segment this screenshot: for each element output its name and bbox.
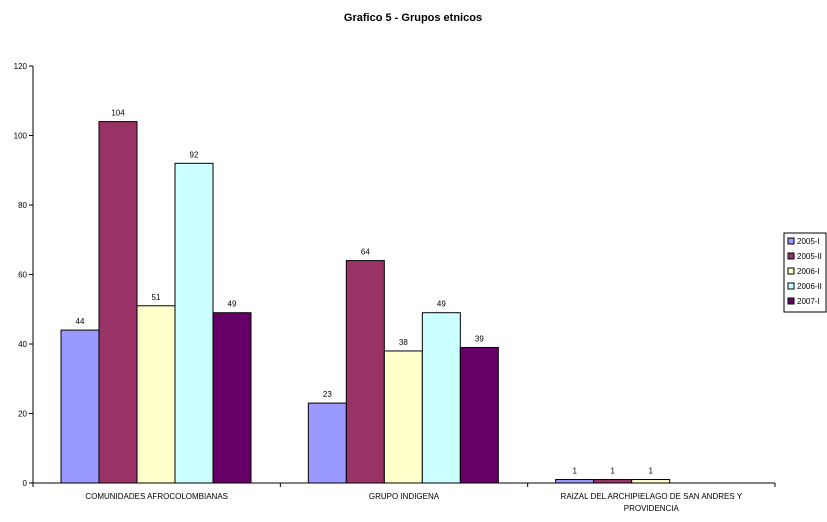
- chart-title: Grafico 5 - Grupos etnicos: [344, 12, 482, 24]
- data-label: 1: [610, 467, 615, 476]
- y-tick-label: 20: [18, 410, 27, 419]
- legend-swatch: [787, 282, 795, 290]
- plot-area: 0 20 40 60 80 100 120 COMUNIDADES AFROCOLOMBIAN…: [14, 62, 776, 513]
- legend-label: 2006-I: [797, 267, 820, 276]
- bar-2005-i: [555, 479, 595, 484]
- bar-2005-ii: [593, 479, 633, 484]
- legend-swatch: [787, 252, 795, 260]
- legend-swatch: [787, 297, 795, 305]
- y-tick-label: 100: [14, 132, 28, 141]
- bar-2007-i: [212, 312, 252, 484]
- data-label: 1: [572, 467, 577, 476]
- data-label: 51: [152, 293, 161, 302]
- category-label: COMUNIDADES AFROCOLOMBIANAS: [85, 492, 228, 501]
- bar-2007-i: [459, 346, 499, 484]
- data-label: 49: [228, 300, 237, 309]
- data-label: 104: [111, 109, 125, 118]
- bar-2005-ii: [98, 121, 138, 484]
- data-label: 38: [399, 338, 408, 347]
- data-label: 64: [361, 248, 370, 257]
- legend-label: 2007-I: [797, 297, 820, 306]
- y-tick-label: 0: [23, 479, 28, 488]
- data-label: 49: [437, 300, 446, 309]
- y-tick-label: 80: [18, 201, 27, 210]
- y-tick-label: 40: [18, 340, 27, 349]
- data-label: 1: [648, 467, 653, 476]
- data-label: 92: [190, 150, 199, 159]
- legend-label: 2005-I: [797, 237, 820, 246]
- data-label: 39: [475, 334, 484, 343]
- bar-2006-i: [383, 350, 423, 484]
- legend: 2005-I 2005-II 2006-I 2006-II 2007-I: [783, 232, 827, 313]
- bar-2005-ii: [345, 260, 385, 484]
- legend-swatch: [787, 267, 795, 275]
- bar-2006-i: [631, 479, 671, 484]
- data-label: 44: [76, 317, 85, 326]
- category-label: PROVIDENCIA: [624, 504, 680, 513]
- bar-2006-i: [136, 305, 176, 484]
- legend-label: 2005-II: [797, 252, 822, 261]
- category-label: GRUPO INDIGENA: [369, 492, 440, 501]
- bar-2005-i: [307, 402, 347, 484]
- data-label: 23: [323, 390, 332, 399]
- y-tick-label: 120: [14, 62, 28, 71]
- legend-swatch: [787, 237, 795, 245]
- bar-2006-ii: [421, 312, 461, 484]
- category-label: RAIZAL DEL ARCHIPIELAGO DE SAN ANDRES Y: [561, 492, 743, 501]
- legend-label: 2006-II: [797, 282, 822, 291]
- bar-2006-ii: [174, 162, 214, 484]
- y-tick-label: 60: [18, 271, 27, 280]
- bar-2005-i: [60, 329, 100, 484]
